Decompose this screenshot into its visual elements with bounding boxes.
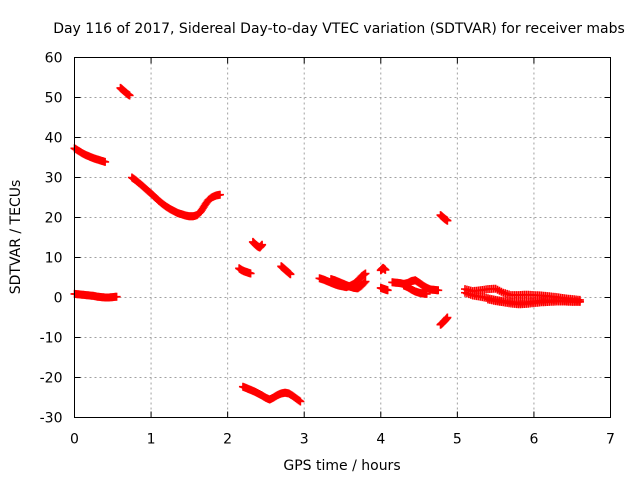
series-arc-12 bbox=[376, 283, 392, 295]
series-arc-10 bbox=[327, 275, 370, 293]
data-point bbox=[361, 269, 370, 278]
data-point bbox=[381, 265, 390, 274]
series-arc-7 bbox=[277, 262, 295, 279]
grid-lines bbox=[74, 57, 611, 418]
x-tick-label: 7 bbox=[606, 432, 615, 448]
data-point bbox=[360, 278, 369, 287]
y-tick-label: 10 bbox=[45, 251, 63, 267]
y-tick-label: 50 bbox=[45, 91, 63, 107]
data-point bbox=[215, 190, 224, 199]
x-tick-label: 1 bbox=[147, 432, 156, 448]
series-arc-5 bbox=[235, 264, 255, 278]
series-arc-2 bbox=[70, 289, 121, 302]
y-tick-label: 40 bbox=[45, 131, 63, 147]
data-point bbox=[422, 289, 431, 298]
series-arc-8 bbox=[238, 382, 305, 406]
plot-frame bbox=[74, 57, 611, 418]
x-tick-label: 4 bbox=[376, 432, 385, 448]
x-axis-label: GPS time / hours bbox=[283, 458, 400, 474]
series-arc-16 bbox=[436, 313, 452, 329]
series-arc-3 bbox=[116, 83, 134, 100]
chart-title: Day 116 of 2017, Sidereal Day-to-day VTE… bbox=[53, 21, 625, 37]
data-point bbox=[296, 397, 305, 406]
y-tick-label: -30 bbox=[40, 411, 63, 427]
series-arc-19 bbox=[483, 295, 584, 309]
y-axis-label: SDTVAR / TECUs bbox=[8, 180, 24, 295]
series-arc-6 bbox=[248, 237, 267, 252]
y-tick-label: 30 bbox=[45, 171, 63, 187]
x-tick-label: 3 bbox=[300, 432, 309, 448]
series-arc-4 bbox=[127, 173, 224, 221]
series-arc-14 bbox=[399, 281, 431, 298]
series-arc-15 bbox=[436, 211, 452, 225]
data-point bbox=[125, 91, 134, 100]
y-tick-label: 60 bbox=[45, 51, 63, 67]
y-tick-label: -10 bbox=[40, 331, 63, 347]
data-point bbox=[434, 286, 443, 295]
data-point bbox=[246, 269, 255, 278]
series-arc-11 bbox=[376, 263, 390, 275]
x-tick-label: 2 bbox=[223, 432, 232, 448]
data-point bbox=[258, 240, 267, 249]
y-tick-label: -20 bbox=[40, 371, 63, 387]
y-tick-label: 0 bbox=[54, 291, 63, 307]
axis-ticks bbox=[74, 57, 611, 418]
data-points bbox=[70, 83, 584, 406]
x-tick-label: 6 bbox=[529, 432, 538, 448]
data-point bbox=[361, 277, 370, 286]
data-point bbox=[443, 313, 452, 322]
data-point bbox=[383, 286, 392, 295]
y-tick-label: 20 bbox=[45, 211, 63, 227]
x-tick-label: 0 bbox=[70, 432, 79, 448]
data-point bbox=[443, 216, 452, 225]
data-point bbox=[112, 292, 121, 301]
data-point bbox=[286, 270, 295, 279]
series-arc-1 bbox=[70, 144, 110, 166]
tick-labels: 0 1 2 3 4 5 6 7 -30 -20 -10 0 10 20 30 40 50 60 bbox=[40, 51, 615, 448]
x-tick-label: 5 bbox=[453, 432, 462, 448]
data-point bbox=[101, 157, 110, 166]
data-point bbox=[575, 297, 584, 306]
